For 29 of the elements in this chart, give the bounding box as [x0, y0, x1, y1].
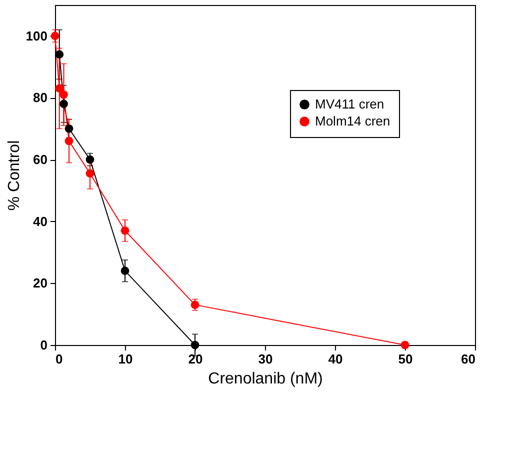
point: [50, 32, 60, 40]
y-tick-label: 80: [33, 90, 48, 106]
x-tick-label: 50: [398, 352, 413, 366]
y-tick-label: 40: [33, 214, 48, 229]
point: [86, 169, 94, 178]
x-axis-title: Crenolanib (nM): [208, 370, 323, 388]
point: [60, 100, 68, 108]
x-tick-label: 40: [328, 352, 343, 366]
x-tick-label: 30: [258, 352, 273, 366]
point: [64, 136, 74, 146]
point: [120, 266, 130, 275]
x-tick-label: 20: [188, 352, 203, 366]
y-tick-label: 60: [33, 152, 48, 168]
y-tick-label: 20: [33, 276, 48, 291]
point: [120, 226, 130, 235]
point: [55, 84, 64, 93]
point: [60, 90, 68, 99]
legend-label: MV411 cren: [315, 96, 384, 112]
point: [55, 50, 64, 59]
legend-label: Molm14 cren: [315, 114, 390, 128]
point: [64, 124, 74, 133]
point: [86, 155, 94, 164]
x-tick-label: 10: [118, 352, 133, 366]
y-tick-label: 100: [26, 28, 48, 44]
x-tick-label: 60: [461, 352, 476, 366]
y-tick-label: 0: [40, 338, 48, 352]
y-axis-title: % Control: [6, 140, 23, 211]
point: [190, 300, 200, 309]
x-tick-label: 0: [56, 352, 63, 366]
